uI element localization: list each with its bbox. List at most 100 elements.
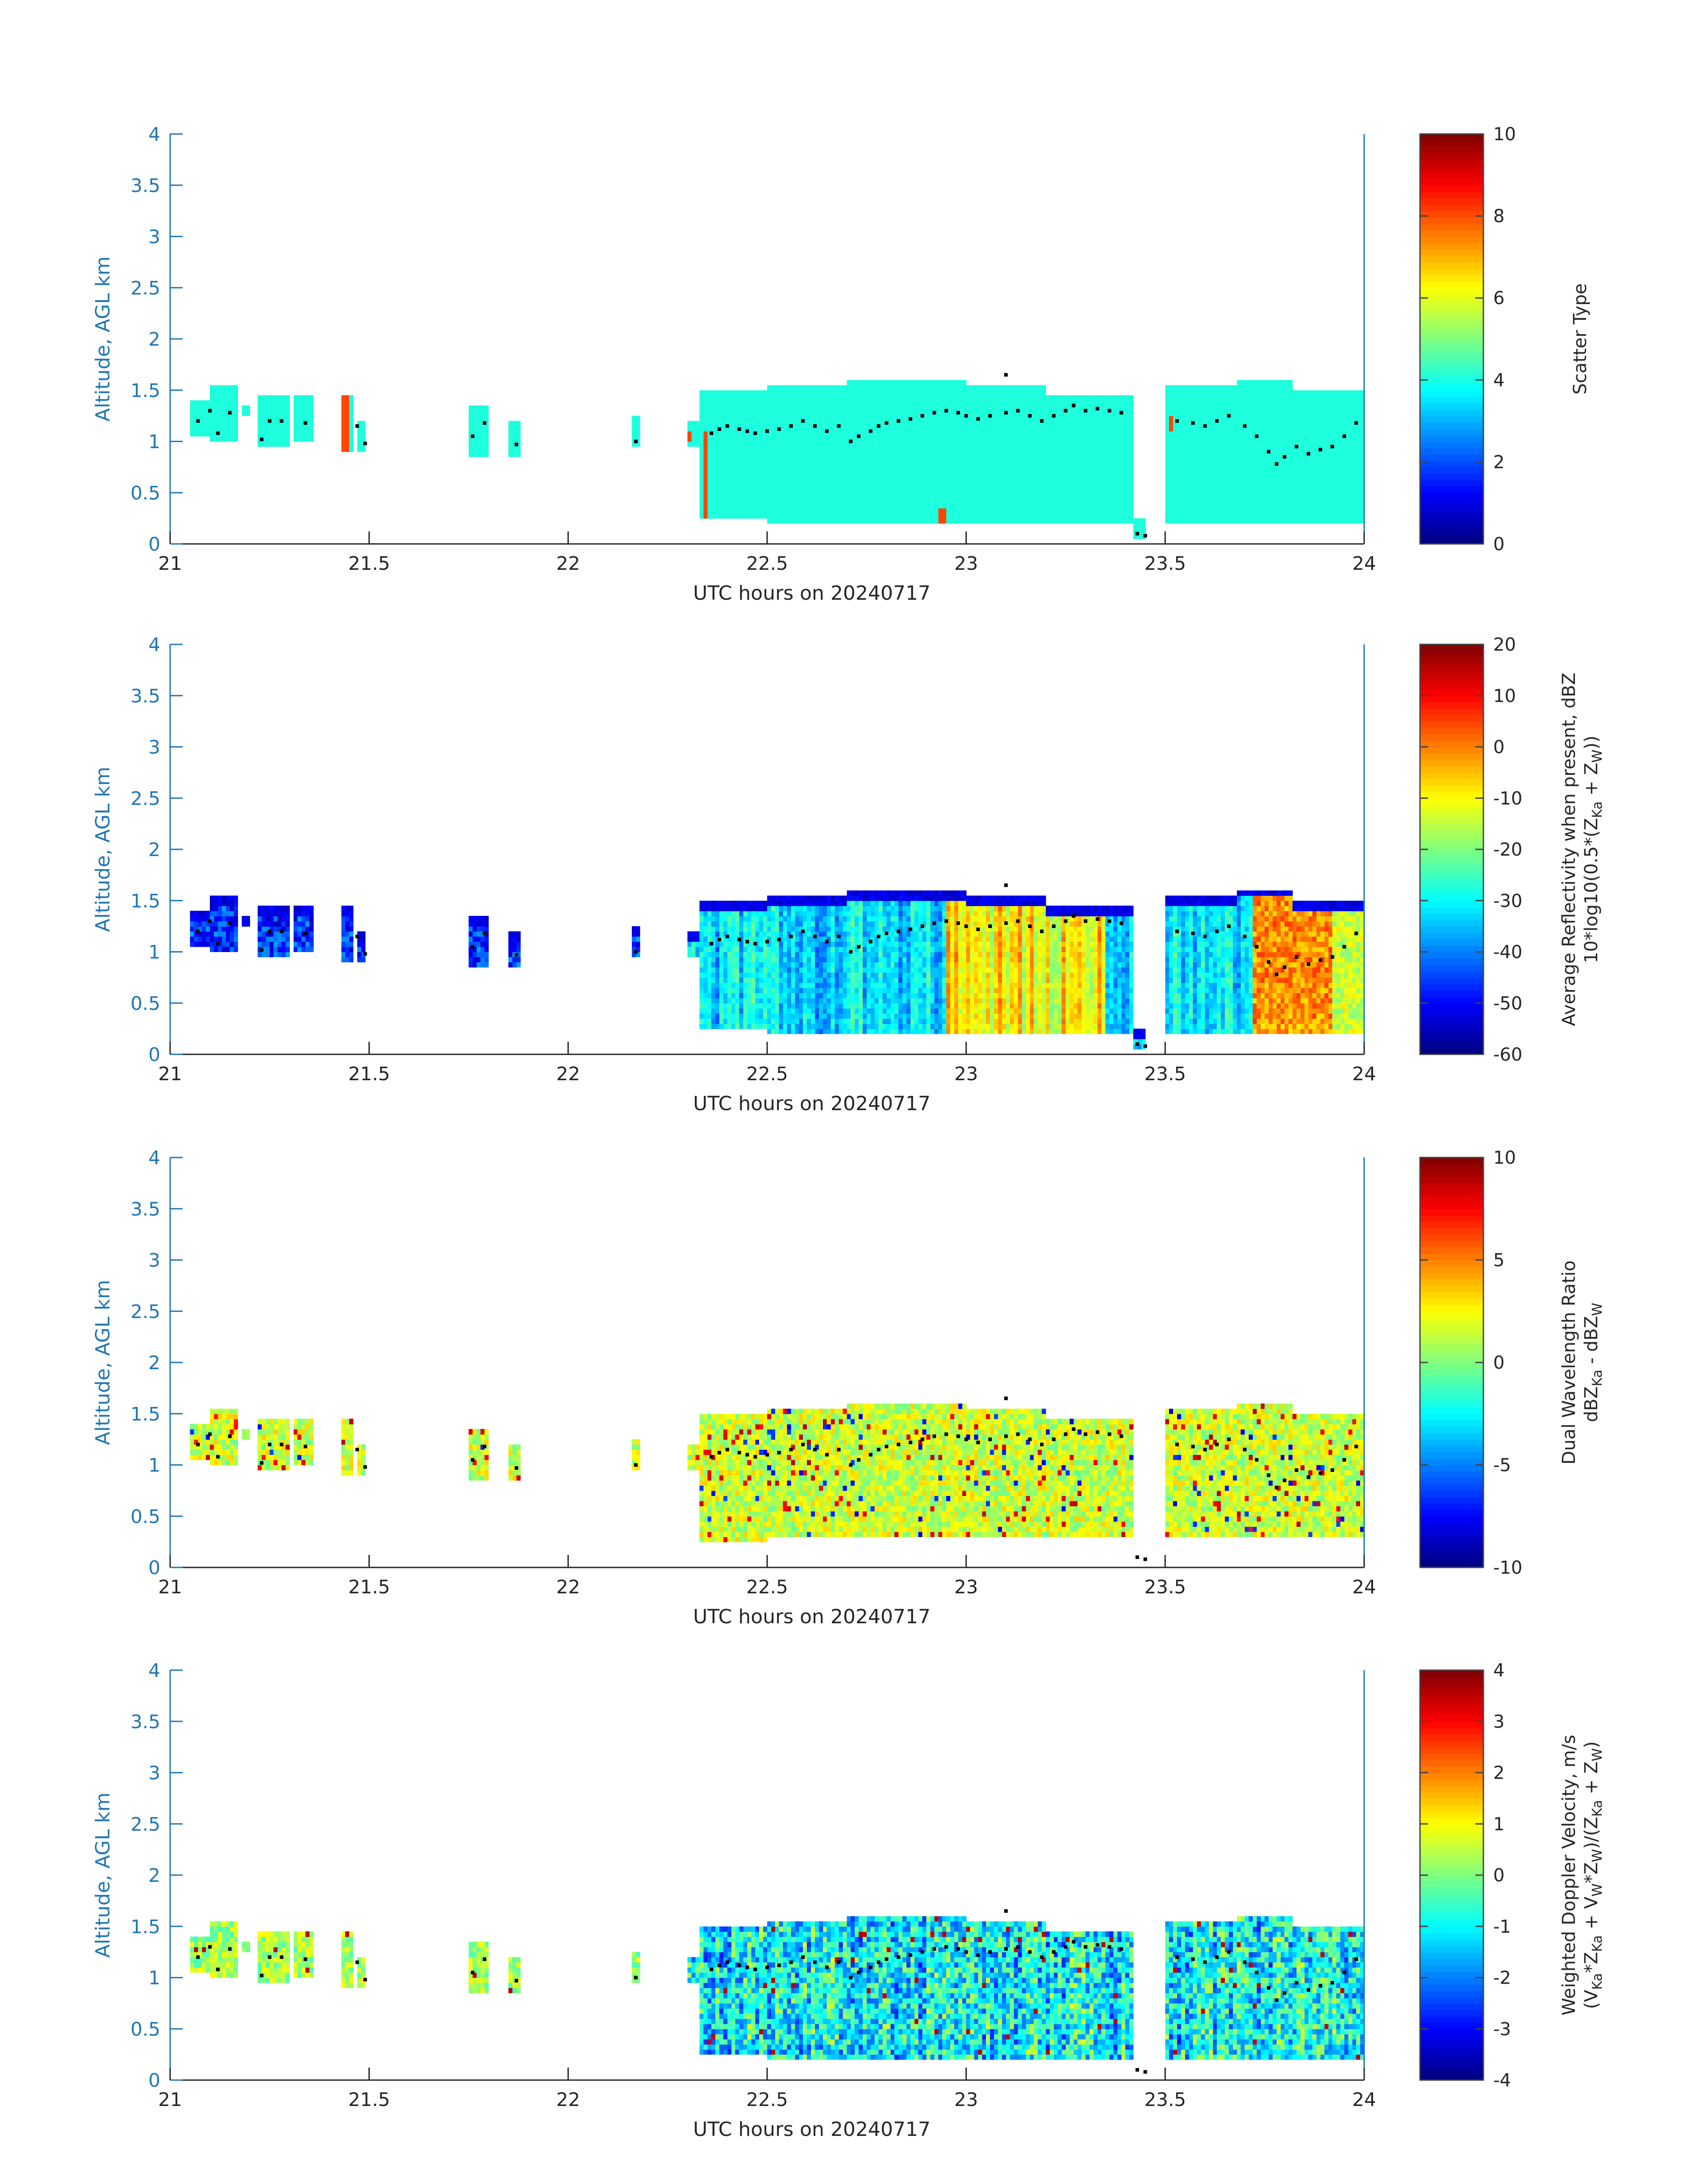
heatmap-cell — [831, 436, 835, 442]
heatmap-cell — [1320, 518, 1325, 524]
heatmap-cell — [811, 508, 815, 514]
heatmap-cell — [1181, 508, 1186, 514]
heatmap-cell — [1257, 462, 1261, 467]
heatmap-cell — [286, 416, 290, 421]
heatmap-cell — [230, 901, 234, 906]
heatmap-cell — [839, 472, 843, 477]
heatmap-cell — [278, 426, 282, 431]
heatmap-cell — [894, 498, 899, 503]
heatmap-cell — [1336, 431, 1341, 437]
heatmap-cell — [982, 513, 986, 518]
heatmap-cell — [266, 906, 270, 911]
heatmap-cell — [1273, 436, 1277, 442]
heatmap-cell — [1201, 395, 1206, 401]
heatmap-cell — [954, 503, 959, 508]
heatmap-cell — [1022, 493, 1027, 498]
heatmap-cell — [763, 411, 768, 416]
heatmap-cell — [222, 906, 226, 911]
heatmap-cell — [1293, 390, 1297, 396]
heatmap-cell — [1237, 508, 1241, 514]
heatmap-cell — [902, 488, 907, 493]
heatmap-cell — [1265, 477, 1269, 483]
heatmap-cell — [1090, 493, 1094, 498]
heatmap-cell — [1034, 457, 1038, 462]
heatmap-cell — [1233, 518, 1237, 524]
heatmap-cell — [1069, 457, 1074, 462]
heatmap-cell — [1034, 508, 1038, 514]
heatmap-cell — [1173, 488, 1178, 493]
heatmap-cell — [1125, 513, 1130, 518]
heatmap-cell — [982, 426, 986, 431]
heatmap-cell — [811, 503, 815, 508]
heatmap-cell — [1308, 462, 1313, 467]
heatmap-cell — [795, 395, 799, 401]
heatmap-cell — [719, 416, 724, 421]
heatmap-cell — [707, 493, 712, 498]
cloud-top-marker — [1215, 419, 1219, 423]
heatmap-cell — [867, 442, 871, 447]
heatmap-cell — [1069, 395, 1074, 401]
heatmap-cell — [743, 508, 748, 514]
heatmap-cell — [1336, 462, 1341, 467]
heatmap-cell — [938, 380, 943, 385]
heatmap-cell — [962, 380, 967, 385]
heatmap-cell — [1114, 508, 1118, 514]
heatmap-cell — [855, 508, 859, 514]
heatmap-cell — [811, 452, 815, 457]
heatmap-cell — [1245, 503, 1249, 508]
heatmap-cell — [787, 462, 792, 467]
heatmap-cell — [1030, 390, 1034, 396]
heatmap-cell — [902, 462, 907, 467]
heatmap-cell — [230, 947, 234, 952]
heatmap-cell — [688, 431, 692, 437]
heatmap-cell — [1014, 472, 1019, 477]
heatmap-cell — [226, 426, 230, 431]
heatmap-cell — [194, 405, 199, 411]
heatmap-cell — [743, 498, 748, 503]
heatmap-cell — [938, 390, 943, 396]
heatmap-cell — [202, 401, 206, 406]
heatmap-cell — [799, 457, 803, 462]
heatmap-cell — [274, 926, 278, 932]
heatmap-cell — [767, 442, 772, 447]
heatmap-cell — [1324, 503, 1329, 508]
heatmap-cell — [222, 926, 226, 932]
heatmap-cell — [1197, 447, 1202, 452]
heatmap-cell — [783, 436, 788, 442]
heatmap-cell — [775, 405, 780, 411]
heatmap-cell — [1300, 498, 1305, 503]
heatmap-cell — [1046, 431, 1050, 437]
heatmap-cell — [934, 421, 939, 426]
heatmap-cell — [1185, 493, 1190, 498]
heatmap-cell — [202, 416, 206, 421]
heatmap-cell — [863, 431, 867, 437]
heatmap-cell — [839, 477, 843, 483]
heatmap-cell — [1010, 513, 1015, 518]
heatmap-cell — [1086, 498, 1090, 503]
heatmap-cell — [923, 426, 927, 431]
heatmap-cell — [787, 513, 792, 518]
heatmap-cell — [739, 401, 744, 406]
heatmap-cell — [998, 390, 1002, 396]
heatmap-cell — [1094, 498, 1098, 503]
heatmap-cell — [1117, 426, 1122, 431]
heatmap-cell — [1173, 457, 1178, 462]
heatmap-cell — [1304, 518, 1309, 524]
heatmap-cell — [855, 390, 859, 396]
x-tick-label: 23.5 — [1144, 552, 1186, 574]
heatmap-cell — [1229, 498, 1233, 503]
heatmap-cell — [1281, 498, 1285, 503]
heatmap-cell — [1221, 416, 1225, 421]
heatmap-cell — [1102, 401, 1106, 406]
heatmap-cell — [759, 503, 764, 508]
heatmap-cell — [1026, 395, 1030, 401]
heatmap-cell — [1098, 503, 1102, 508]
heatmap-cell — [847, 401, 851, 406]
y-tick-label: 2 — [148, 328, 160, 350]
cloud-top-marker — [932, 411, 936, 414]
heatmap-cell — [349, 395, 354, 401]
heatmap-cell — [206, 936, 210, 942]
heatmap-cell — [898, 436, 903, 442]
heatmap-cell — [1165, 503, 1169, 508]
heatmap-cell — [297, 401, 302, 406]
